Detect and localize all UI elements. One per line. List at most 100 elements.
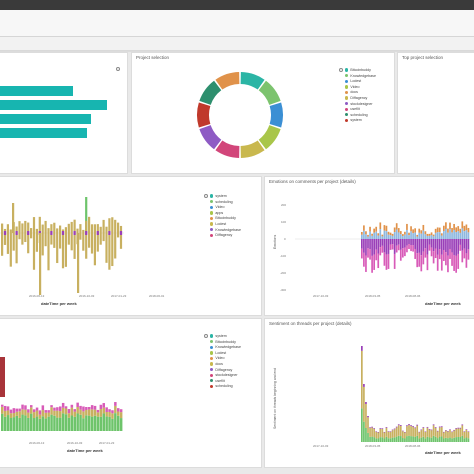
bar	[108, 218, 110, 233]
bar	[445, 229, 447, 239]
bar	[418, 253, 420, 267]
bar	[369, 239, 371, 249]
bar	[420, 234, 422, 239]
bar	[425, 438, 427, 442]
bar	[27, 409, 30, 412]
bar	[13, 417, 16, 431]
bar	[4, 411, 7, 417]
bar	[451, 239, 453, 252]
bar	[100, 417, 103, 431]
bar	[367, 248, 369, 257]
top-bar	[0, 0, 474, 10]
bar	[375, 432, 377, 438]
bar	[392, 234, 394, 236]
bar	[361, 346, 363, 351]
bar	[431, 438, 433, 442]
bar	[435, 427, 437, 428]
bar	[79, 224, 81, 233]
bar	[447, 431, 449, 432]
bar	[439, 239, 441, 249]
bar	[455, 429, 457, 437]
bar	[437, 232, 439, 239]
bar	[416, 239, 418, 253]
bar	[402, 236, 404, 239]
sub-bar	[0, 37, 474, 51]
bar	[384, 432, 386, 433]
bar	[445, 431, 447, 438]
bar	[7, 233, 9, 254]
bar	[371, 256, 373, 273]
bar	[396, 437, 398, 442]
bar	[459, 428, 461, 429]
bar	[33, 418, 36, 431]
bar	[42, 233, 44, 255]
bar	[68, 413, 71, 418]
bar	[398, 232, 400, 239]
legend-sentiment: system Bitcoinbuddy Knowledgebase Lodest Vid…	[210, 334, 241, 390]
bar	[425, 234, 427, 239]
bar	[384, 225, 386, 231]
bar	[468, 438, 470, 442]
bar	[105, 412, 108, 416]
bar	[120, 418, 123, 431]
bar	[435, 437, 437, 442]
bar	[375, 431, 377, 432]
panel-title: Top project selection	[402, 55, 443, 60]
bar	[79, 406, 82, 410]
bar	[420, 239, 422, 255]
bar	[457, 428, 459, 437]
bar	[400, 425, 402, 426]
bar	[443, 231, 445, 239]
bar	[379, 437, 381, 442]
bar	[459, 229, 461, 233]
legend-item[interactable]: Diffagency	[210, 233, 241, 239]
donut-slice	[275, 104, 277, 125]
bar	[373, 233, 375, 239]
bar	[4, 231, 6, 235]
bar	[404, 438, 406, 442]
bar	[45, 410, 48, 413]
bar	[375, 438, 377, 442]
bar	[412, 245, 414, 251]
bar	[418, 239, 420, 253]
bar	[7, 410, 10, 415]
bar	[402, 234, 404, 236]
bar	[445, 239, 447, 252]
bar	[453, 430, 455, 431]
bar	[39, 410, 42, 414]
bar	[406, 426, 408, 436]
legend-toggle-icon[interactable]	[204, 194, 208, 198]
legend-item[interactable]: scheduling	[210, 384, 241, 390]
bar	[396, 427, 398, 428]
bar	[398, 245, 400, 251]
bar	[117, 412, 120, 416]
legend-toggle-icon[interactable]	[204, 334, 208, 338]
bar	[42, 225, 44, 233]
x-tick: 2017-10-03	[313, 294, 328, 298]
bar	[423, 427, 425, 428]
bar	[369, 437, 371, 442]
bar	[390, 235, 392, 239]
bar	[388, 239, 390, 254]
bar	[371, 239, 373, 256]
legend-item[interactable]: system	[345, 118, 376, 124]
bar	[433, 236, 435, 239]
hbar	[0, 114, 91, 124]
bar	[449, 249, 451, 259]
legend-projects: Bitcoinbuddy Knowledgebase Lodest Video docs…	[345, 68, 376, 124]
bar	[384, 432, 386, 438]
bar	[47, 417, 50, 431]
bar	[425, 248, 427, 257]
bar	[464, 249, 466, 259]
bar	[408, 239, 410, 244]
bar	[404, 432, 406, 433]
bar	[398, 239, 400, 245]
bar	[74, 231, 76, 235]
bar	[16, 231, 18, 235]
bar	[466, 230, 468, 239]
bar	[455, 239, 457, 256]
legend-label: Diffagency	[350, 96, 367, 100]
x-tick: 2018-08-06	[405, 444, 420, 448]
bar	[108, 233, 110, 270]
legend-toggle-icon[interactable]	[339, 68, 343, 72]
